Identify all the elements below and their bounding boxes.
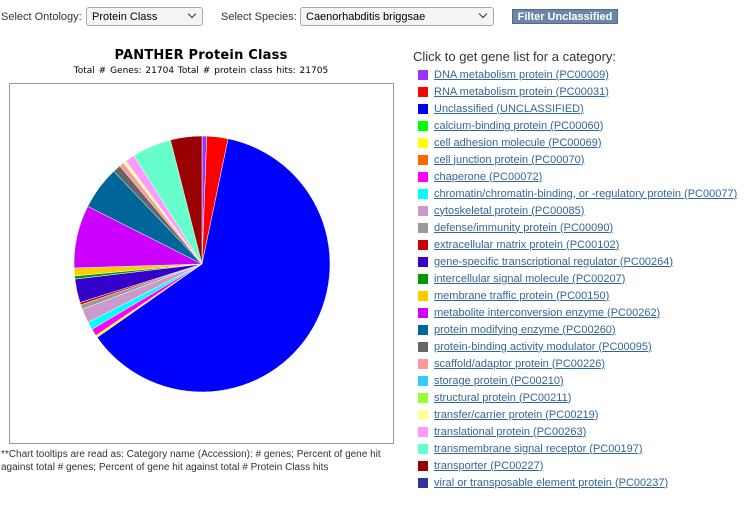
legend-swatch [418, 188, 428, 199]
legend-link[interactable]: chromatin/chromatin-binding, or -regulat… [434, 187, 738, 200]
legend-swatch [418, 222, 428, 233]
legend-item: chaperone (PC00072) [418, 168, 737, 185]
legend-link[interactable]: extracellular matrix protein (PC00102) [434, 238, 620, 251]
legend-swatch [418, 69, 428, 80]
legend-link[interactable]: Unclassified (UNCLASSIFIED) [434, 102, 584, 115]
legend-item: transporter (PC00227) [418, 457, 737, 474]
legend-link[interactable]: transmembrane signal receptor (PC00197) [434, 442, 643, 455]
pie-chart [73, 135, 331, 393]
legend-link[interactable]: cell junction protein (PC00070) [434, 153, 585, 166]
legend-swatch [418, 171, 428, 182]
chevron-down-icon [187, 9, 197, 19]
legend-item: defense/immunity protein (PC00090) [418, 219, 737, 236]
legend-swatch [418, 477, 428, 488]
legend-link[interactable]: gene-specific transcriptional regulator … [434, 255, 674, 268]
ontology-label: Select Ontology: [1, 11, 82, 23]
legend-link[interactable]: storage protein (PC00210) [434, 374, 564, 387]
legend-item: cell junction protein (PC00070) [418, 151, 737, 168]
legend-link[interactable]: protein-binding activity modulator (PC00… [434, 340, 652, 353]
legend-swatch [418, 358, 428, 369]
legend-link[interactable]: transporter (PC00227) [434, 459, 544, 472]
legend-swatch [418, 103, 428, 114]
legend-swatch [418, 154, 428, 165]
chart-title: PANTHER Protein Class [114, 48, 288, 63]
legend-item: metabolite interconversion enzyme (PC002… [418, 304, 737, 321]
legend-link[interactable]: viral or transposable element protein (P… [434, 476, 669, 489]
legend-link[interactable]: cytoskeletal protein (PC00085) [434, 204, 585, 217]
legend-link[interactable]: DNA metabolism protein (PC00009) [434, 68, 609, 81]
legend-link[interactable]: cell adhesion molecule (PC00069) [434, 136, 602, 149]
legend-item: Unclassified (UNCLASSIFIED) [418, 100, 737, 117]
legend-swatch [418, 375, 428, 386]
pie-slice[interactable] [96, 138, 331, 393]
legend-item: storage protein (PC00210) [418, 372, 737, 389]
legend-swatch [418, 324, 428, 335]
ontology-select[interactable]: Protein Class [86, 7, 203, 26]
legend-item: translational protein (PC00263) [418, 423, 737, 440]
legend-swatch [418, 341, 428, 352]
legend-swatch [418, 205, 428, 216]
legend-item: protein modifying enzyme (PC00260) [418, 321, 737, 338]
species-select-value: Caenorhabditis briggsae [306, 11, 426, 23]
chart-subtitle: Total # Genes: 21704 Total # protein cla… [73, 66, 329, 76]
legend-item: membrane traffic protein (PC00150) [418, 287, 737, 304]
legend-link[interactable]: transfer/carrier protein (PC00219) [434, 408, 599, 421]
legend-swatch [418, 392, 428, 403]
legend-swatch [418, 409, 428, 420]
species-label: Select Species: [221, 11, 297, 23]
legend-item: scaffold/adaptor protein (PC00226) [418, 355, 737, 372]
legend-swatch [418, 256, 428, 267]
legend-link[interactable]: defense/immunity protein (PC00090) [434, 221, 614, 234]
legend-item: transfer/carrier protein (PC00219) [418, 406, 737, 423]
legend-link[interactable]: chaperone (PC00072) [434, 170, 543, 183]
legend-link[interactable]: structural protein (PC00211) [434, 391, 572, 404]
legend-item: RNA metabolism protein (PC00031) [418, 83, 737, 100]
legend-item: cell adhesion molecule (PC00069) [418, 134, 737, 151]
legend-link[interactable]: calcium-binding protein (PC00060) [434, 119, 604, 132]
legend-swatch [418, 307, 428, 318]
legend-item: cytoskeletal protein (PC00085) [418, 202, 737, 219]
legend-item: viral or transposable element protein (P… [418, 474, 737, 491]
legend-item: transmembrane signal receptor (PC00197) [418, 440, 737, 457]
legend-swatch [418, 273, 428, 284]
legend-swatch [418, 460, 428, 471]
pie-slice[interactable] [170, 135, 203, 265]
legend-item: structural protein (PC00211) [418, 389, 737, 406]
legend-link[interactable]: metabolite interconversion enzyme (PC002… [434, 306, 661, 319]
legend-item: gene-specific transcriptional regulator … [418, 253, 737, 270]
legend-swatch [418, 443, 428, 454]
legend-link[interactable]: RNA metabolism protein (PC00031) [434, 85, 609, 98]
chart-footnote: **Chart tooltips are read as: Category n… [1, 449, 381, 473]
legend-link[interactable]: scaffold/adaptor protein (PC00226) [434, 357, 606, 370]
legend-swatch [418, 86, 428, 97]
pie-chart-container [9, 83, 394, 444]
legend-swatch [418, 239, 428, 250]
legend-item: protein-binding activity modulator (PC00… [418, 338, 737, 355]
legend-item: DNA metabolism protein (PC00009) [418, 66, 737, 83]
legend-link[interactable]: membrane traffic protein (PC00150) [434, 289, 610, 302]
legend-item: chromatin/chromatin-binding, or -regulat… [418, 185, 737, 202]
legend-item: calcium-binding protein (PC00060) [418, 117, 737, 134]
legend-title: Click to get gene list for a category: [413, 49, 617, 64]
legend-swatch [418, 426, 428, 437]
legend-item: extracellular matrix protein (PC00102) [418, 236, 737, 253]
controls-bar: Select Ontology: Protein Class Select Sp… [0, 0, 746, 32]
legend-swatch [418, 120, 428, 131]
legend-item: intercellular signal molecule (PC00207) [418, 270, 737, 287]
chevron-down-icon [478, 9, 488, 19]
legend-list: DNA metabolism protein (PC00009) RNA meta… [418, 66, 737, 491]
legend-link[interactable]: protein modifying enzyme (PC00260) [434, 323, 616, 336]
legend-swatch [418, 137, 428, 148]
species-select[interactable]: Caenorhabditis briggsae [300, 7, 494, 26]
legend-swatch [418, 290, 428, 301]
legend-link[interactable]: intercellular signal molecule (PC00207) [434, 272, 626, 285]
legend-link[interactable]: translational protein (PC00263) [434, 425, 587, 438]
ontology-select-value: Protein Class [92, 11, 158, 23]
filter-unclassified-button[interactable]: Filter Unclassified [512, 9, 618, 24]
